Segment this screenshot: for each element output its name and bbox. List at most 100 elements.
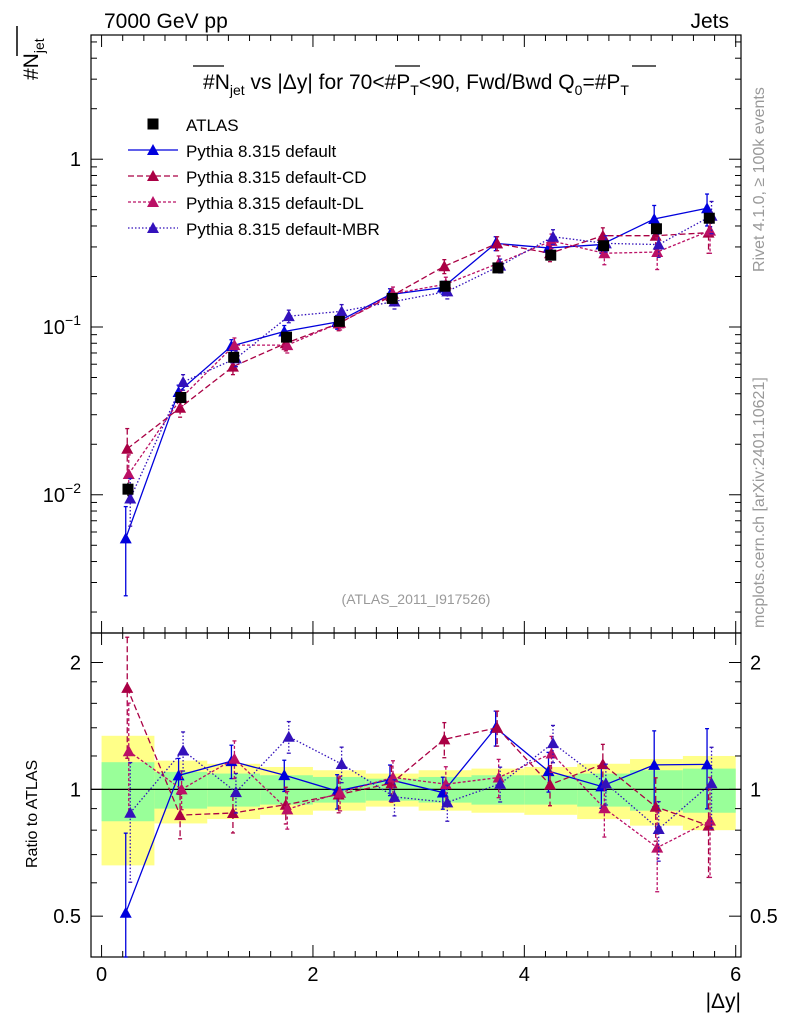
ratio-point-marker [281,803,294,815]
analysis-tag: (ATLAS_2011_I917526) [342,591,491,607]
top-y-axis-label: #Njet [20,38,47,80]
top-panel-series [119,193,718,597]
data-point-marker [386,292,398,304]
ratio-point-marker [122,745,135,757]
legend-entry: Pythia 8.315 default-MBR [128,220,380,239]
legend: ATLAS Pythia 8.315 default Pythia 8.315 de… [128,116,380,239]
series-line [126,232,709,450]
ratio-series-default [119,710,714,958]
band-inner-bin [682,768,736,813]
ratio-point-marker [436,786,449,798]
series-atlas-data [122,212,715,497]
series-default [119,193,714,597]
data-point-marker [650,223,662,235]
data-point-marker [281,331,293,343]
ratio-series-line [129,735,712,830]
point-marker [491,237,504,249]
bottom-panel-frame [90,632,742,958]
data-point-marker [545,249,557,261]
legend-marker [147,118,159,130]
ratio-series-line [126,687,709,827]
point-marker [228,339,241,351]
series-line [125,207,708,539]
ratio-point-marker [494,777,507,789]
point-marker [119,532,132,544]
ratio-point-marker [438,733,451,745]
bottom-y-tick-label: 2 [70,653,81,675]
point-marker [121,442,134,454]
ratio-point-marker [542,765,555,777]
point-marker [226,360,239,372]
bottom-y-axis-label: Ratio to ATLAS [24,760,41,868]
top-y-tick-label: 10−2 [43,480,81,507]
data-point-marker [333,315,345,327]
ratio-point-marker [544,778,557,790]
bottom-y-tick-label: 1 [70,779,81,801]
legend-label: Pythia 8.315 default-DL [186,194,364,213]
point-marker [124,492,137,504]
ratio-point-marker [174,809,187,821]
data-point-marker [492,262,504,274]
data-point-marker [439,280,451,292]
legend-label: Pythia 8.315 default-CD [186,168,367,187]
legend-marker [147,170,159,181]
point-marker [648,213,661,225]
legend-label: Pythia 8.315 default-MBR [186,220,380,239]
data-point-marker [228,351,240,363]
legend-label: ATLAS [186,116,239,135]
point-marker [282,310,295,322]
point-marker [281,339,294,351]
point-marker [547,230,560,242]
series-dl [122,212,717,501]
ratio-point-marker [545,747,558,759]
data-point-marker [175,391,187,403]
legend-entry: ATLAS [147,116,239,135]
ratio-point-marker [648,758,661,770]
legend-label: Pythia 8.315 default [186,142,337,161]
bottom-y-tick-label-right: 1 [750,779,761,801]
top-y-tick-label: 1 [70,149,81,171]
ratio-point-marker [228,752,241,764]
ratio-point-marker [701,758,714,770]
point-marker [174,401,187,413]
process-label: Jets [690,10,729,33]
x-tick-label: 2 [307,964,318,986]
legend-marker [147,222,159,233]
x-tick-label: 0 [96,964,107,986]
ratio-point-marker [704,814,717,826]
rivet-version-label: Rivet 4.1.0, ≥ 100k events [751,87,768,272]
uncertainty-bands [101,735,736,866]
ratio-point-marker [175,783,188,795]
legend-entry: Pythia 8.315 default [128,142,337,161]
ratio-point-marker [226,806,239,818]
ratio-point-marker [388,790,401,802]
ratio-point-marker [121,681,134,693]
ratio-point-marker [651,841,664,853]
ratio-point-marker [177,744,190,756]
data-point-marker [703,212,715,224]
series-line [128,230,711,475]
ratio-series-line [125,726,708,914]
point-marker [651,245,664,257]
ratio-panel-series [119,636,718,958]
point-marker [701,202,714,214]
series-mbr [124,200,718,527]
ratio-point-marker [282,730,295,742]
ratio-point-marker [491,721,504,733]
ratio-point-marker [599,777,612,789]
ratio-point-marker [119,906,132,918]
series-cd [121,215,715,478]
collision-label: 7000 GeV pp [104,10,228,33]
point-marker [122,467,135,479]
bottom-y-tick-label-right: 2 [750,653,761,675]
ratio-series-mbr [124,720,718,883]
ratio-point-marker [705,777,718,789]
ratio-series-cd [121,636,715,879]
ratio-point-marker [335,758,348,770]
point-marker [177,376,190,388]
mcplots-credit-label: mcplots.cern.ch [arXiv:2401.10621] [751,377,768,628]
plot-title: #Njet vs |Δy| for 70<#PT<90, Fwd/Bwd Q0=… [203,71,629,98]
ratio-point-marker [652,822,665,834]
legend-entry: Pythia 8.315 default-DL [128,194,364,213]
